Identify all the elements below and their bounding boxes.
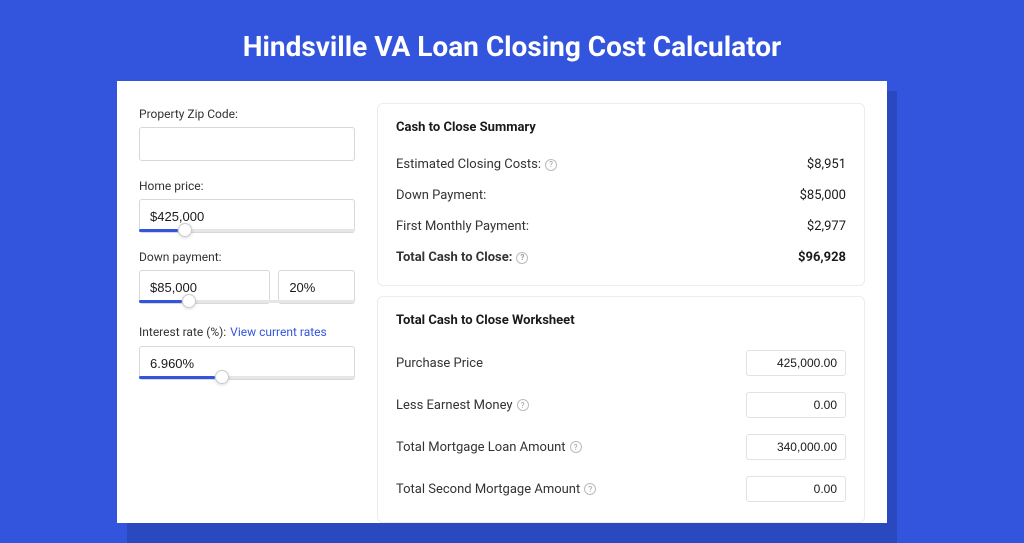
interest-rate-label: Interest rate (%): [139, 325, 226, 339]
slider-thumb[interactable] [215, 370, 229, 384]
worksheet-second-mortgage-input[interactable] [746, 476, 846, 502]
summary-value: $8,951 [807, 157, 846, 172]
worksheet-purchase-price-input[interactable] [746, 350, 846, 376]
summary-label-text: Total Cash to Close: [396, 250, 512, 265]
summary-label-text: Down Payment: [396, 188, 486, 203]
interest-rate-slider[interactable] [139, 376, 355, 379]
output-panel: Cash to Close Summary Estimated Closing … [377, 81, 887, 523]
interest-rate-input[interactable] [139, 346, 355, 380]
summary-label: First Monthly Payment: [396, 219, 529, 234]
down-payment-slider[interactable] [139, 300, 355, 303]
worksheet-label-text: Purchase Price [396, 356, 483, 371]
page-container: Hindsville VA Loan Closing Cost Calculat… [0, 0, 1024, 512]
zip-label: Property Zip Code: [139, 107, 355, 121]
summary-label-text: First Monthly Payment: [396, 219, 529, 234]
down-payment-percent-input[interactable] [278, 270, 355, 304]
summary-value: $85,000 [800, 188, 846, 203]
slider-track [139, 376, 355, 379]
worksheet-row-mortgage-amount: Total Mortgage Loan Amount ? [396, 426, 846, 468]
help-icon[interactable]: ? [517, 399, 529, 411]
down-payment-amount-input[interactable] [139, 270, 270, 304]
summary-card: Cash to Close Summary Estimated Closing … [377, 103, 865, 286]
summary-label: Total Cash to Close: ? [396, 250, 528, 265]
slider-fill [139, 300, 182, 303]
help-icon[interactable]: ? [570, 441, 582, 453]
slider-track [139, 229, 355, 232]
worksheet-label: Less Earnest Money ? [396, 398, 529, 413]
worksheet-row-second-mortgage: Total Second Mortgage Amount ? [396, 468, 846, 510]
worksheet-label: Total Mortgage Loan Amount ? [396, 440, 582, 455]
home-price-input[interactable] [139, 199, 355, 233]
worksheet-row-purchase-price: Purchase Price [396, 342, 846, 384]
slider-fill [139, 229, 178, 232]
zip-input[interactable] [139, 127, 355, 161]
interest-rate-field-group: Interest rate (%): View current rates [139, 321, 355, 379]
worksheet-label-text: Total Mortgage Loan Amount [396, 440, 566, 455]
worksheet-label-text: Less Earnest Money [396, 398, 513, 413]
summary-value: $96,928 [798, 250, 846, 265]
calculator-card: Property Zip Code: Home price: Down paym… [117, 81, 887, 523]
down-payment-label: Down payment: [139, 250, 355, 264]
summary-row-closing-costs: Estimated Closing Costs: ? $8,951 [396, 149, 846, 180]
help-icon[interactable]: ? [545, 159, 557, 171]
help-icon[interactable]: ? [584, 483, 596, 495]
slider-thumb[interactable] [182, 294, 196, 308]
worksheet-row-earnest-money: Less Earnest Money ? [396, 384, 846, 426]
card-shadow: Property Zip Code: Home price: Down paym… [127, 91, 897, 543]
home-price-slider[interactable] [139, 229, 355, 232]
worksheet-card: Total Cash to Close Worksheet Purchase P… [377, 296, 865, 523]
slider-track [139, 300, 355, 303]
view-rates-link[interactable]: View current rates [230, 325, 327, 339]
down-payment-field-group: Down payment: [139, 250, 355, 303]
worksheet-label-text: Total Second Mortgage Amount [396, 482, 580, 497]
home-price-label: Home price: [139, 179, 355, 193]
worksheet-mortgage-amount-input[interactable] [746, 434, 846, 460]
page-title: Hindsville VA Loan Closing Cost Calculat… [243, 30, 782, 63]
summary-label: Down Payment: [396, 188, 486, 203]
summary-row-first-payment: First Monthly Payment: $2,977 [396, 211, 846, 242]
home-price-field-group: Home price: [139, 179, 355, 232]
input-panel: Property Zip Code: Home price: Down paym… [117, 81, 377, 523]
worksheet-earnest-money-input[interactable] [746, 392, 846, 418]
summary-row-total: Total Cash to Close: ? $96,928 [396, 242, 846, 273]
down-payment-dual-input [139, 270, 355, 304]
slider-thumb[interactable] [178, 223, 192, 237]
worksheet-title: Total Cash to Close Worksheet [396, 313, 846, 328]
zip-field-group: Property Zip Code: [139, 107, 355, 161]
summary-value: $2,977 [807, 219, 846, 234]
summary-row-down-payment: Down Payment: $85,000 [396, 180, 846, 211]
summary-title: Cash to Close Summary [396, 120, 846, 135]
worksheet-label: Total Second Mortgage Amount ? [396, 482, 596, 497]
summary-label: Estimated Closing Costs: ? [396, 157, 557, 172]
summary-label-text: Estimated Closing Costs: [396, 157, 541, 172]
slider-fill [139, 376, 215, 379]
worksheet-label: Purchase Price [396, 356, 483, 371]
help-icon[interactable]: ? [516, 252, 528, 264]
